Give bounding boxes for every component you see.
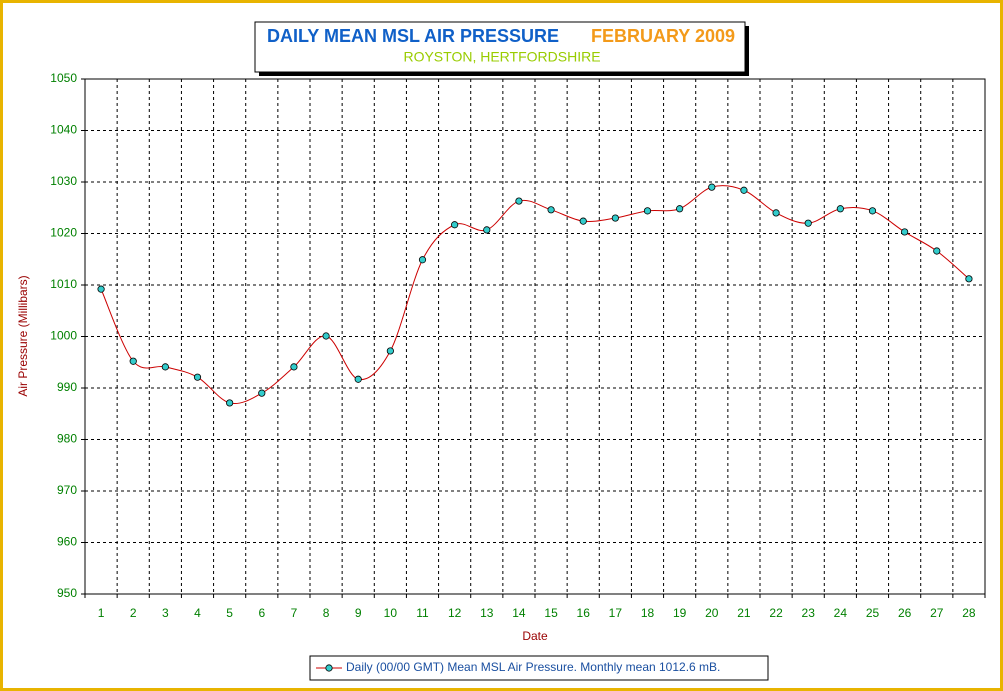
y-tick-label: 960	[57, 535, 77, 549]
data-point	[836, 205, 844, 213]
y-tick-label: 1000	[50, 329, 77, 343]
chart-subtitle: ROYSTON, HERTFORDSHIRE	[403, 49, 600, 65]
y-tick-label: 990	[57, 380, 77, 394]
x-tick-label: 17	[609, 606, 623, 620]
data-point	[322, 332, 330, 340]
data-point	[386, 347, 394, 355]
x-tick-label: 5	[226, 606, 233, 620]
title-box	[254, 21, 746, 73]
x-tick-label: 25	[866, 606, 880, 620]
x-tick-label: 22	[769, 606, 783, 620]
data-point	[515, 197, 523, 205]
data-point	[354, 375, 362, 383]
y-tick-label: 1030	[50, 174, 77, 188]
data-point	[901, 228, 909, 236]
y-tick-label: 950	[57, 586, 77, 600]
legend-box	[309, 655, 769, 681]
x-tick-label: 20	[705, 606, 719, 620]
x-axis-label: Date	[522, 629, 548, 643]
x-tick-label: 28	[962, 606, 976, 620]
x-tick-label: 6	[258, 606, 265, 620]
x-tick-label: 12	[448, 606, 462, 620]
data-point	[418, 256, 427, 264]
x-tick-label: 21	[737, 606, 751, 620]
data-point	[740, 186, 748, 194]
data-point	[129, 357, 137, 365]
x-tick-label: 9	[355, 606, 362, 620]
y-tick-label: 1010	[50, 277, 77, 291]
y-tick-label: 1050	[50, 71, 77, 85]
data-point	[290, 363, 298, 371]
data-point	[258, 389, 266, 397]
legend-label: Daily (00/00 GMT) Mean MSL Air Pressure.…	[346, 660, 720, 674]
data-point	[772, 209, 780, 217]
chart-title: DAILY MEAN MSL AIR PRESSURE	[267, 26, 559, 46]
data-point	[193, 373, 202, 381]
data-point	[965, 275, 973, 283]
x-tick-label: 1	[98, 606, 105, 620]
data-point	[161, 363, 169, 371]
y-tick-label: 1020	[50, 226, 77, 240]
x-tick-label: 26	[898, 606, 912, 620]
x-tick-label: 13	[480, 606, 494, 620]
x-tick-label: 11	[416, 606, 429, 620]
data-point	[611, 214, 619, 222]
x-tick-label: 18	[641, 606, 655, 620]
x-tick-label: 27	[930, 606, 944, 620]
chart-title-period: FEBRUARY 2009	[591, 26, 735, 46]
x-tick-label: 8	[323, 606, 330, 620]
data-line	[100, 185, 970, 405]
x-tick-label: 19	[673, 606, 687, 620]
x-tick-label: 15	[544, 606, 558, 620]
data-point	[97, 285, 105, 293]
data-point	[676, 205, 684, 213]
y-tick-label: 1040	[50, 123, 77, 137]
y-tick-label: 980	[57, 432, 77, 446]
x-tick-label: 3	[162, 606, 169, 620]
x-tick-label: 16	[577, 606, 591, 620]
x-tick-label: 14	[512, 606, 526, 620]
y-axis-label: Air Pressure (Millibars)	[16, 275, 30, 396]
data-point	[708, 183, 716, 191]
data-point	[483, 226, 491, 234]
data-point	[804, 219, 812, 227]
data-point	[226, 399, 234, 407]
x-tick-label: 23	[802, 606, 816, 620]
data-point	[933, 247, 941, 255]
data-point	[643, 207, 652, 215]
data-point	[579, 217, 587, 225]
x-tick-label: 7	[291, 606, 298, 620]
x-tick-label: 10	[384, 606, 398, 620]
x-tick-label: 24	[834, 606, 848, 620]
data-point	[451, 221, 459, 229]
data-point	[868, 207, 877, 215]
x-tick-label: 2	[130, 606, 137, 620]
data-point	[547, 206, 555, 214]
legend-marker	[325, 664, 333, 672]
x-tick-label: 4	[194, 606, 201, 620]
y-tick-label: 970	[57, 483, 77, 497]
